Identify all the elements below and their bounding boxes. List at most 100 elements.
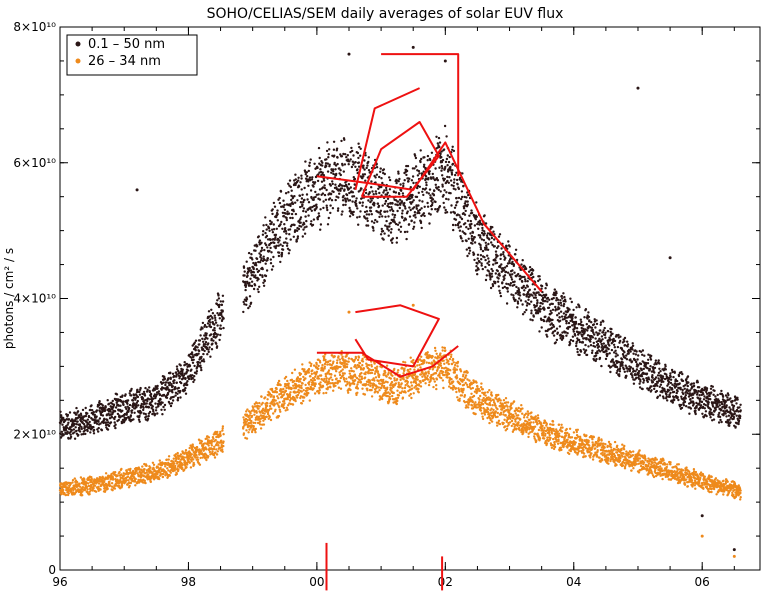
data-point [196, 363, 200, 366]
data-point [454, 223, 457, 227]
data-point [388, 188, 392, 191]
data-point [430, 208, 433, 211]
data-point [420, 226, 423, 230]
data-point [206, 337, 209, 340]
data-point [289, 204, 292, 208]
data-point [419, 221, 423, 225]
data-point [534, 296, 538, 299]
data-point [207, 455, 210, 458]
data-point [386, 197, 390, 200]
data-point [175, 472, 178, 476]
data-point [217, 294, 220, 297]
data-point [212, 437, 215, 440]
data-point [656, 395, 660, 398]
data-point [312, 198, 315, 201]
data-point [684, 397, 687, 400]
data-point [711, 385, 714, 388]
data-point [195, 446, 199, 449]
data-point [216, 312, 219, 315]
data-point [646, 380, 649, 384]
data-point [249, 269, 253, 272]
data-point [681, 388, 684, 392]
data-point [405, 173, 408, 177]
data-point [615, 365, 619, 369]
data-point [451, 169, 454, 172]
data-point [301, 193, 304, 196]
data-point [526, 285, 529, 288]
data-point [517, 288, 521, 292]
y-tick-label: 4×10¹⁰ [13, 292, 56, 306]
data-point [352, 154, 355, 157]
data-point [590, 326, 594, 329]
data-point [202, 358, 205, 361]
data-point [132, 394, 136, 397]
data-point [649, 358, 653, 361]
data-point [209, 314, 212, 318]
data-point [507, 240, 510, 243]
data-point [513, 271, 516, 274]
data-point [445, 211, 449, 214]
data-point [82, 423, 86, 426]
data-point [190, 460, 193, 463]
data-point [356, 216, 359, 219]
data-point [537, 291, 540, 294]
data-point [501, 281, 504, 284]
data-point [390, 206, 393, 209]
data-point [680, 406, 684, 410]
data-point [552, 325, 556, 328]
data-point [495, 261, 499, 265]
data-point [210, 348, 214, 351]
data-point [657, 359, 660, 362]
data-point [656, 384, 659, 387]
data-point [571, 339, 575, 343]
data-point [551, 318, 554, 322]
data-point [101, 414, 105, 417]
data-point [217, 313, 220, 317]
data-point [165, 396, 169, 399]
data-point [146, 417, 150, 420]
data-point [132, 396, 136, 400]
data-point [571, 335, 575, 338]
data-point [720, 408, 723, 411]
data-point [380, 185, 383, 189]
data-point [583, 316, 586, 319]
data-point [72, 428, 76, 431]
data-point [266, 238, 270, 241]
data-point [140, 402, 143, 406]
data-point [203, 334, 206, 337]
data-point [399, 203, 402, 206]
data-point [261, 267, 264, 271]
data-point [315, 205, 318, 209]
data-point [249, 412, 252, 415]
data-point [415, 207, 418, 210]
data-point [278, 201, 282, 205]
data-point [448, 155, 451, 159]
data-point [193, 375, 196, 378]
data-point [301, 235, 304, 238]
data-point [382, 191, 385, 194]
data-point [650, 354, 653, 358]
data-point [724, 400, 727, 403]
data-point [440, 164, 443, 168]
data-point [365, 205, 368, 209]
data-point [242, 432, 246, 435]
data-point [349, 150, 352, 154]
data-point [576, 350, 579, 354]
data-point [327, 156, 330, 159]
data-point [404, 207, 407, 210]
data-point [215, 453, 219, 456]
data-point [92, 428, 96, 432]
data-point [592, 341, 595, 345]
data-point [682, 392, 685, 396]
data-point [245, 260, 248, 263]
data-point [305, 225, 308, 228]
data-point [669, 381, 673, 385]
data-point [303, 222, 306, 226]
data-point [727, 393, 730, 397]
data-point [341, 184, 344, 187]
data-points [58, 45, 742, 558]
data-point [281, 227, 284, 230]
data-point [118, 470, 121, 474]
data-point [627, 352, 630, 355]
data-point [737, 422, 740, 426]
